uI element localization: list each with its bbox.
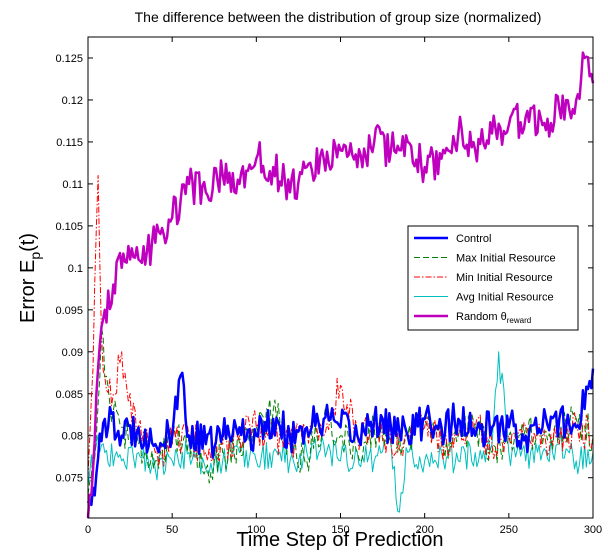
legend-label: Random θreward bbox=[456, 311, 531, 325]
y-tick-label: 0.075 bbox=[55, 473, 83, 485]
y-tick-label: 0.085 bbox=[55, 389, 83, 401]
y-tick-label: 0.125 bbox=[55, 53, 83, 65]
y-tick-label: 0.09 bbox=[62, 347, 83, 359]
y-tick-label: 0.095 bbox=[55, 305, 83, 317]
plot-lines bbox=[86, 51, 595, 519]
y-tick-label: 0.1 bbox=[68, 263, 83, 275]
y-axis-label: Error Ep(t) bbox=[17, 233, 43, 323]
legend-label: Max Initial Resource bbox=[456, 253, 556, 265]
legend: Control Max Initial Resource Min Initial R… bbox=[407, 225, 579, 331]
legend-label: Avg Initial Resource bbox=[456, 292, 554, 304]
x-tick-label: 300 bbox=[584, 524, 602, 536]
x-tick-label: 100 bbox=[247, 524, 265, 536]
y-tick-label: 0.11 bbox=[62, 179, 83, 191]
plot-area-frame bbox=[87, 36, 594, 519]
series-line-avg-initial-resource bbox=[87, 351, 594, 513]
series-line-min-initial-resource bbox=[87, 175, 594, 478]
x-tick-label: 200 bbox=[415, 524, 433, 536]
series-line-random bbox=[86, 51, 595, 519]
y-tick-label: 0.08 bbox=[62, 431, 83, 443]
x-tick-label: 50 bbox=[166, 524, 178, 536]
legend-label: Min Initial Resource bbox=[456, 272, 553, 284]
series-line-control bbox=[86, 368, 595, 507]
x-axis-label: Time Step of Prediction bbox=[236, 529, 443, 550]
x-tick-label: 0 bbox=[85, 524, 91, 536]
legend-label: Control bbox=[456, 233, 491, 245]
y-axis-label-main: Error E bbox=[17, 260, 39, 323]
x-tick-label: 150 bbox=[331, 524, 349, 536]
legend-box bbox=[407, 225, 579, 331]
y-tick-label: 0.115 bbox=[56, 137, 83, 149]
y-axis-label-tail: (t) bbox=[17, 233, 39, 252]
x-tick-label: 250 bbox=[500, 524, 518, 536]
y-tick-label: 0.12 bbox=[62, 95, 83, 107]
axis-ticks: 0 50 100 150 200 250 300 0.075 0.08 0.085 0.09 0.09… bbox=[55, 37, 602, 536]
y-axis-label-sub: p bbox=[27, 252, 43, 260]
chart-title: The difference between the distribution … bbox=[135, 9, 542, 25]
y-tick-label: 0.105 bbox=[55, 221, 83, 233]
